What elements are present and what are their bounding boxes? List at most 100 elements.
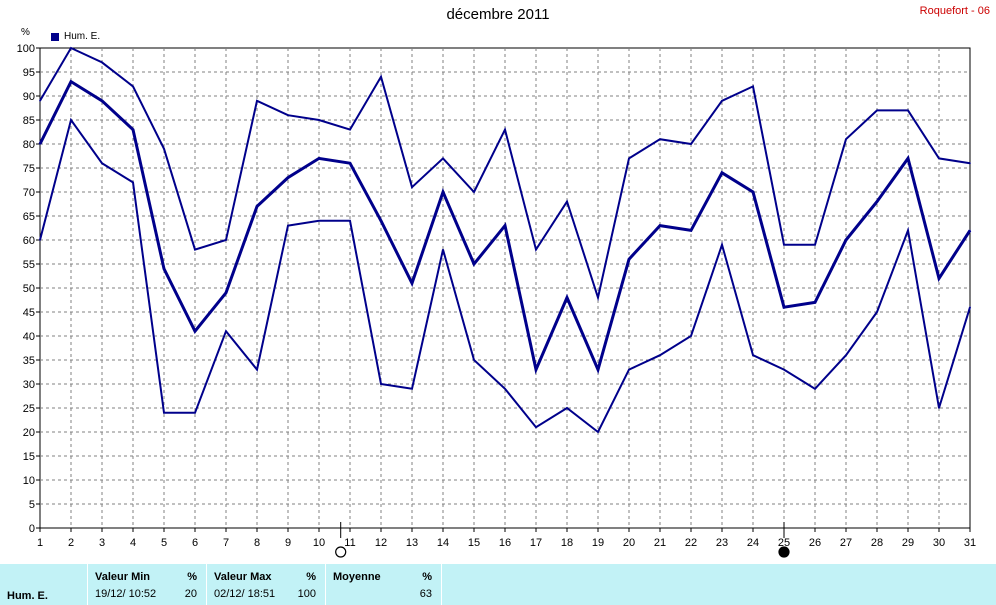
- series-max-point: [721, 100, 723, 102]
- series-mean-point: [876, 200, 878, 203]
- new-moon-icon: [778, 546, 790, 558]
- x-tick-label: 16: [499, 537, 511, 549]
- x-tick-label: 3: [99, 537, 105, 549]
- x-tick-label: 28: [871, 537, 883, 549]
- series-min-point: [473, 359, 475, 361]
- series-min-point: [690, 335, 692, 337]
- series-max-point: [411, 186, 413, 188]
- series-min-point: [969, 306, 971, 309]
- min-date: 19/12/ 10:52: [95, 588, 157, 600]
- x-tick-label: 18: [561, 537, 573, 549]
- series-min-point: [504, 388, 506, 390]
- series-mean-point: [39, 143, 41, 145]
- summary-table: Hum. E. Valeur Min % 19/12/ 10:52 20 Val…: [0, 564, 996, 605]
- series-max-point: [597, 296, 599, 299]
- series-mean-point: [504, 224, 506, 227]
- y-tick-label: 50: [23, 283, 35, 295]
- min-cell: Valeur Min % 19/12/ 10:52 20: [87, 564, 206, 605]
- series-max-point: [225, 239, 227, 241]
- series-max-point: [473, 191, 475, 193]
- empty-cell: [441, 564, 996, 605]
- series-max-point: [101, 61, 103, 64]
- series-mean-point: [752, 191, 754, 193]
- series-mean-point: [566, 296, 568, 299]
- grid: [40, 48, 970, 528]
- series-max-point: [814, 244, 816, 246]
- series-min-point: [442, 248, 444, 251]
- y-tick-label: 80: [23, 139, 35, 151]
- series-max-point: [504, 128, 506, 131]
- series-max-point: [845, 138, 847, 140]
- y-tick-label: 55: [23, 259, 35, 271]
- y-tick-label: 65: [23, 211, 35, 223]
- max-header: Valeur Max: [214, 571, 272, 583]
- avg-unit: %: [422, 571, 432, 583]
- series-mean-point: [287, 176, 289, 179]
- series-max-point: [752, 85, 754, 88]
- series-mean-point: [969, 229, 971, 232]
- moon-markers: [335, 522, 790, 558]
- x-tick-label: 11: [344, 537, 355, 549]
- series-max-point: [876, 109, 878, 112]
- legend: Hum. E.: [51, 31, 100, 42]
- legend-swatch: [51, 32, 59, 41]
- x-tick-label: 20: [623, 537, 635, 549]
- full-moon-icon: [335, 546, 347, 558]
- x-tick-label: 12: [375, 537, 387, 549]
- series-min-point: [721, 244, 723, 246]
- y-axis-unit: %: [21, 27, 30, 38]
- series-min-point: [752, 354, 754, 357]
- series-mean-point: [411, 282, 413, 285]
- x-tick-label: 31: [964, 537, 976, 549]
- station-label: Roquefort - 06: [919, 5, 990, 17]
- series-min-point: [101, 162, 103, 164]
- series-max-point: [690, 143, 692, 145]
- y-tick-label: 40: [23, 331, 35, 343]
- y-tick-label: 20: [23, 427, 35, 439]
- series-mean-point: [442, 191, 444, 193]
- x-tick-label: 24: [747, 537, 759, 549]
- y-tick-label: 100: [17, 43, 35, 55]
- y-tick-label: 45: [23, 307, 35, 319]
- series-max-point: [535, 248, 537, 251]
- min-unit: %: [187, 571, 197, 583]
- legend-label: Hum. E.: [64, 31, 101, 42]
- series-mean-point: [70, 80, 72, 83]
- max-date: 02/12/ 18:51: [214, 588, 276, 600]
- max-value: 100: [297, 588, 316, 600]
- series-max-point: [194, 248, 196, 251]
- series-min-point: [628, 368, 630, 371]
- series-max-point: [70, 47, 72, 49]
- series-min-point: [256, 368, 258, 371]
- x-tick-label: 13: [406, 537, 418, 549]
- avg-cell: Moyenne % 63: [325, 564, 441, 605]
- series-mean-point: [101, 100, 103, 102]
- series-max-point: [938, 157, 940, 160]
- series-mean-point: [132, 128, 134, 131]
- y-tick-label: 15: [23, 451, 35, 463]
- series-min-point: [349, 220, 351, 222]
- series-min-point: [597, 431, 599, 433]
- series-max-point: [566, 200, 568, 203]
- series-min-point: [380, 383, 382, 385]
- y-tick-label: 60: [23, 235, 35, 247]
- series-min-point: [225, 330, 227, 333]
- series-mean-point: [225, 292, 227, 294]
- series-min-point: [938, 407, 940, 409]
- series-mean-point: [814, 301, 816, 304]
- x-tick-label: 15: [468, 537, 480, 549]
- y-tick-label: 10: [23, 475, 35, 487]
- y-tick-label: 70: [23, 187, 35, 199]
- avg-value: 63: [419, 588, 432, 600]
- series-min-point: [318, 220, 320, 222]
- series-min-point: [814, 388, 816, 390]
- series-max-point: [349, 128, 351, 131]
- y-tick-label: 85: [23, 115, 35, 127]
- series-mean-point: [597, 368, 599, 371]
- y-tick-label: 75: [23, 163, 35, 175]
- series-max-point: [442, 157, 444, 160]
- x-tick-label: 25: [778, 537, 790, 549]
- series-mean-point: [938, 277, 940, 280]
- x-tick-label: 19: [592, 537, 604, 549]
- y-tick-label: 90: [23, 91, 35, 103]
